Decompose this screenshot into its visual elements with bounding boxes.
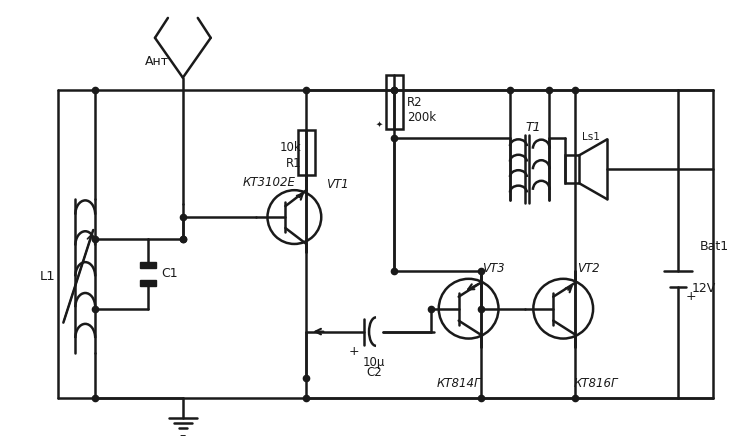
Text: 200k: 200k (407, 111, 436, 124)
Text: VT2: VT2 (577, 262, 600, 276)
Text: ✦: ✦ (376, 120, 382, 129)
Text: R1: R1 (286, 157, 301, 170)
Text: C2: C2 (366, 366, 382, 379)
Text: КТ3102Е: КТ3102Е (243, 176, 295, 189)
Text: 10μ: 10μ (363, 356, 385, 369)
Text: VT1: VT1 (326, 178, 349, 191)
Text: T1: T1 (526, 121, 541, 134)
Text: C1: C1 (162, 267, 178, 280)
Text: Ант: Ант (145, 55, 169, 68)
Text: КТ814Г: КТ814Г (437, 377, 481, 390)
Text: +: + (349, 345, 359, 358)
Text: R2: R2 (407, 96, 423, 109)
Text: L1: L1 (40, 270, 55, 283)
Bar (298, 130, 315, 175)
Text: +: + (686, 290, 696, 303)
Polygon shape (140, 280, 156, 286)
Text: –: – (180, 429, 186, 442)
Text: VT3: VT3 (483, 262, 505, 276)
Text: КТ816Г: КТ816Г (573, 377, 617, 390)
Bar (565, 155, 579, 183)
Polygon shape (140, 262, 156, 268)
Text: 12V: 12V (692, 282, 716, 295)
Bar (386, 75, 403, 129)
Text: Ls1: Ls1 (582, 132, 600, 142)
Text: Bat1: Bat1 (700, 241, 729, 253)
Text: 10k: 10k (279, 141, 301, 154)
